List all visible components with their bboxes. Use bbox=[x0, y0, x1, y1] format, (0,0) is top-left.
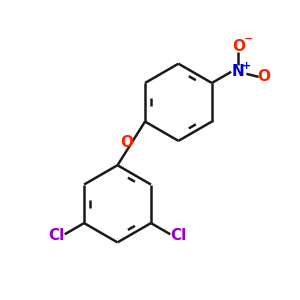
Text: O: O bbox=[232, 39, 245, 54]
Text: O: O bbox=[121, 135, 134, 150]
Text: Cl: Cl bbox=[170, 228, 187, 243]
Text: −: − bbox=[244, 34, 253, 44]
Text: N: N bbox=[232, 64, 245, 79]
Text: +: + bbox=[242, 61, 251, 71]
Text: O: O bbox=[257, 69, 270, 84]
Text: Cl: Cl bbox=[49, 228, 65, 243]
